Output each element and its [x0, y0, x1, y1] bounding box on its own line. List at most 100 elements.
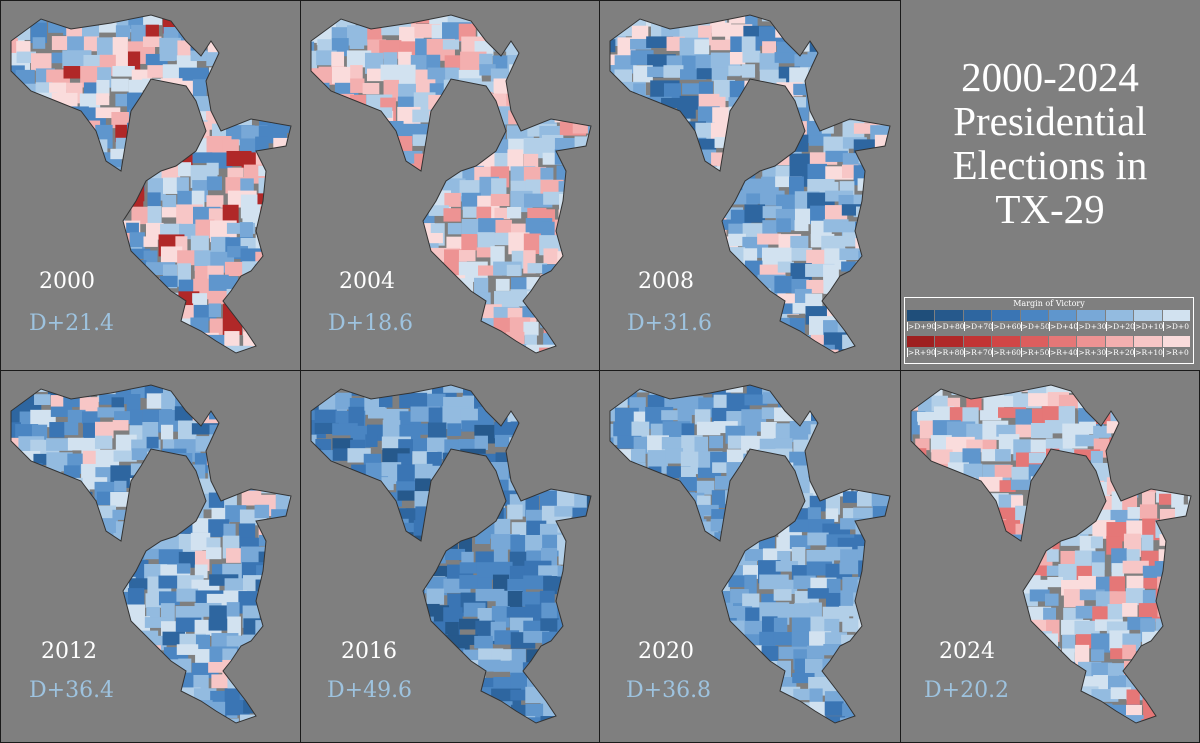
precinct — [147, 65, 163, 78]
precinct — [378, 703, 393, 715]
precinct — [160, 424, 174, 440]
precinct — [886, 438, 890, 460]
precinct — [364, 534, 377, 546]
precinct — [431, 317, 448, 333]
precinct — [792, 392, 818, 412]
precinct — [334, 222, 360, 238]
map-panel-2008: 2008 D+31.6 — [599, 0, 901, 371]
precinct — [460, 293, 477, 311]
precinct — [742, 659, 764, 680]
precinct — [258, 420, 272, 441]
precinct — [395, 234, 419, 250]
precinct — [47, 233, 73, 248]
precinct — [144, 518, 163, 535]
precinct — [911, 492, 933, 509]
precinct — [95, 261, 120, 277]
precinct — [839, 717, 864, 723]
precinct — [478, 265, 502, 276]
precinct — [630, 448, 646, 463]
district-map-2000 — [10, 14, 292, 354]
precinct — [711, 561, 734, 580]
map-panel-2004: 2004 D+18.6 — [300, 0, 600, 371]
legend-swatch — [1077, 310, 1105, 321]
precinct — [47, 385, 78, 397]
precinct — [559, 335, 590, 353]
precinct — [241, 394, 264, 413]
precinct — [194, 24, 224, 43]
legend-item: >R+20 — [1105, 336, 1135, 362]
precinct — [885, 690, 890, 703]
precinct — [982, 533, 1009, 555]
precinct — [367, 616, 383, 637]
precinct — [507, 504, 523, 520]
precinct — [680, 178, 699, 201]
map-panel-2016: 2016 D+49.6 — [300, 370, 600, 743]
precinct — [128, 494, 154, 509]
precinct — [113, 690, 142, 702]
precinct — [935, 606, 960, 630]
precinct — [397, 274, 424, 298]
precinct — [558, 24, 578, 44]
precinct — [319, 94, 335, 116]
precinct — [709, 303, 728, 322]
precinct — [661, 560, 683, 584]
precinct — [474, 635, 493, 649]
precinct — [1158, 672, 1188, 692]
precinct — [856, 649, 881, 665]
precinct — [729, 317, 746, 336]
precinct — [99, 593, 121, 616]
precinct — [34, 576, 53, 595]
precinct — [66, 179, 83, 204]
precinct — [11, 674, 33, 690]
precinct — [872, 506, 890, 526]
precinct — [333, 191, 353, 213]
precinct — [113, 630, 127, 651]
precinct — [870, 634, 884, 646]
precinct — [869, 233, 890, 256]
precinct — [11, 549, 29, 566]
precinct — [855, 221, 876, 242]
precinct — [33, 136, 49, 149]
precinct — [162, 123, 192, 141]
precinct — [176, 588, 199, 602]
precinct — [888, 330, 890, 345]
precinct — [316, 82, 330, 99]
precinct — [111, 78, 129, 92]
precinct — [541, 421, 558, 435]
precinct — [311, 617, 319, 640]
precinct — [610, 577, 628, 589]
precinct — [857, 422, 886, 436]
precinct — [1157, 688, 1184, 705]
precinct — [1159, 436, 1173, 456]
precinct — [177, 490, 202, 508]
precinct — [661, 208, 678, 230]
precinct — [1186, 688, 1191, 708]
precinct — [49, 179, 67, 191]
precinct — [1075, 490, 1095, 512]
legend-item: >D+40 — [1049, 310, 1078, 336]
precinct — [51, 719, 68, 723]
precinct — [365, 495, 378, 513]
precinct — [445, 548, 466, 561]
precinct — [809, 344, 835, 353]
precinct — [1044, 462, 1074, 485]
legend-swatch — [992, 336, 1020, 347]
precinct — [946, 535, 968, 554]
precinct — [366, 604, 384, 623]
precinct — [145, 53, 168, 66]
precinct — [725, 490, 750, 505]
precinct — [110, 492, 139, 507]
precinct — [1110, 648, 1131, 660]
precinct — [413, 714, 432, 723]
precinct — [442, 39, 460, 50]
precinct — [915, 438, 930, 451]
precinct — [47, 134, 75, 151]
precinct — [349, 163, 378, 185]
precinct — [1142, 450, 1156, 470]
precinct — [477, 703, 494, 723]
precinct — [572, 591, 590, 604]
precinct — [396, 705, 410, 723]
precinct — [332, 719, 354, 723]
precinct — [82, 348, 100, 353]
precinct — [51, 151, 72, 164]
